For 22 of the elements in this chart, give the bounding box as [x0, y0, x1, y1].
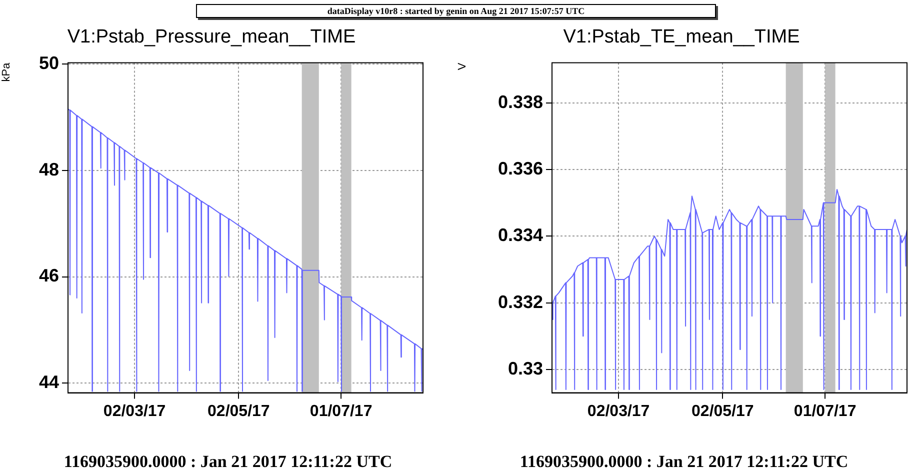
x-tick-label: 01/07/17 [310, 402, 372, 420]
text: dataDisplay v10r8 : started by genin on Aug 21 2017 15:07:57 UTC [196, 4, 716, 18]
y-tick-label: 50 [38, 52, 59, 73]
x-tick-label: 02/03/17 [103, 402, 166, 420]
y-tick-label: 0.334 [498, 225, 543, 246]
y-tick-label: 46 [38, 266, 59, 286]
y-tick-label: 0.33 [508, 358, 543, 378]
x-tick-label: 02/05/17 [692, 402, 754, 420]
x-tick-label: 02/05/17 [208, 402, 270, 420]
text: 1169035900.0000 : Jan 21 2017 12:11:22 UTC [62, 452, 394, 472]
chart-title: V1:Pstab_TE_mean__TIME [563, 26, 800, 48]
y-axis-title: V [456, 62, 469, 70]
y-tick-label: 0.332 [498, 292, 543, 312]
text: 1169035900.0000 : Jan 21 2017 12:11:22 UTC [518, 452, 850, 472]
y-tick-label: 44 [38, 372, 59, 392]
y-axis-title: kPa [0, 62, 13, 82]
x-tick-label: 02/03/17 [587, 402, 650, 420]
y-tick-label: 48 [38, 159, 59, 180]
x-tick-label: 01/07/17 [794, 402, 856, 420]
chart-title: V1:Pstab_Pressure_mean__TIME [67, 26, 356, 48]
y-tick-label: 0.338 [498, 92, 543, 112]
y-tick-label: 0.336 [498, 158, 543, 178]
